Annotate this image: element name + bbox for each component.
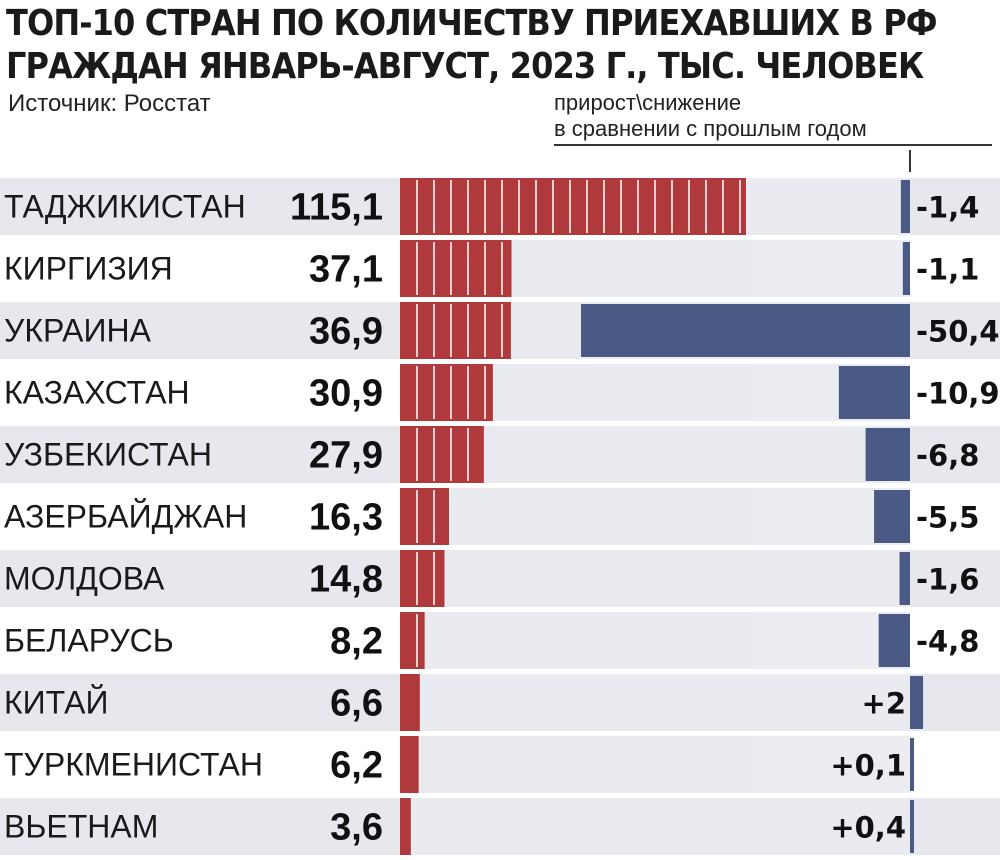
delta-label: +0,1: [830, 749, 906, 783]
delta-bar: [878, 614, 910, 667]
country-label: МОЛДОВА: [4, 561, 165, 597]
delta-label: -6,8: [916, 439, 979, 473]
country-label: КИРГИЗИЯ: [4, 251, 173, 287]
delta-label: -4,8: [916, 625, 979, 659]
delta-bar: [902, 242, 910, 295]
value-bar: [400, 364, 493, 421]
country-label: ТУРКМЕНИСТАН: [4, 747, 263, 783]
chart-title: ТОП-10 СТРАН ПО КОЛИЧЕСТВУ ПРИЕХАВШИХ В …: [6, 2, 938, 88]
value-bar: [400, 240, 512, 297]
country-label: КИТАЙ: [4, 685, 108, 721]
delta-bar-track: [580, 736, 910, 793]
value-label: 37,1: [309, 249, 383, 291]
chart-title-line-1: ТОП-10 СТРАН ПО КОЛИЧЕСТВУ ПРИЕХАВШИХ В …: [6, 3, 938, 44]
delta-bar-track: [580, 612, 910, 669]
value-label: 27,9: [309, 435, 383, 477]
value-label: 6,2: [330, 745, 383, 787]
value-bar: [400, 550, 445, 607]
country-label: КАЗАХСТАН: [4, 375, 190, 411]
delta-bar: [910, 738, 914, 791]
delta-bar: [874, 490, 910, 543]
delta-caption-line-2: в сравнении с прошлым годом: [554, 116, 867, 141]
delta-bar: [899, 552, 910, 605]
value-label: 30,9: [309, 373, 383, 415]
delta-bar-track: [580, 674, 910, 731]
delta-bar: [865, 428, 910, 481]
delta-bar: [900, 180, 910, 233]
delta-bar: [910, 800, 914, 853]
delta-zero-tick: [909, 150, 911, 172]
value-label: 36,9: [309, 311, 383, 353]
delta-bar-track: [580, 488, 910, 545]
delta-bar-track: [580, 240, 910, 297]
value-label: 3,6: [330, 807, 383, 849]
country-label: АЗЕРБАЙДЖАН: [4, 499, 247, 535]
value-bar: [400, 426, 484, 483]
value-label: 115,1: [290, 187, 383, 229]
value-bar: [400, 488, 449, 545]
source-note: Источник: Росстат: [8, 90, 211, 117]
delta-bar: [910, 676, 924, 729]
delta-label: -5,5: [916, 501, 979, 535]
delta-bar: [581, 304, 910, 357]
delta-bar-track: [580, 798, 910, 855]
delta-label: -1,6: [916, 563, 979, 597]
delta-label: +0,4: [830, 811, 906, 845]
delta-label: -50,4: [916, 315, 1000, 349]
value-label: 8,2: [330, 621, 383, 663]
delta-label: -10,9: [916, 377, 1000, 411]
country-label: ВЬЕТНАМ: [4, 809, 158, 845]
country-label: ТАДЖИКИСТАН: [4, 189, 246, 225]
delta-bar-track: [580, 550, 910, 607]
delta-caption-line-1: прирост\снижение: [554, 90, 742, 115]
value-bar: [400, 302, 511, 359]
country-label: УКРАИНА: [4, 313, 152, 349]
delta-label: -1,4: [916, 191, 979, 225]
delta-label: +2: [862, 687, 906, 721]
value-bar: [400, 612, 425, 669]
value-bar: [400, 178, 746, 235]
delta-bar-track: [580, 426, 910, 483]
delta-caption: прирост\снижение в сравнении с прошлым г…: [554, 90, 992, 146]
country-label: УЗБЕКИСТАН: [4, 437, 212, 473]
value-label: 16,3: [309, 497, 383, 539]
delta-label: -1,1: [916, 253, 979, 287]
chart-title-line-2: ГРАЖДАН ЯНВАРЬ-АВГУСТ, 2023 Г., ТЫС. ЧЕЛ…: [6, 46, 924, 87]
country-label: БЕЛАРУСЬ: [4, 623, 174, 659]
value-label: 14,8: [309, 559, 383, 601]
value-bar: [400, 674, 420, 731]
delta-bar: [838, 366, 910, 419]
value-bar: [400, 798, 411, 855]
value-label: 6,6: [330, 683, 383, 725]
value-bar: [400, 736, 419, 793]
